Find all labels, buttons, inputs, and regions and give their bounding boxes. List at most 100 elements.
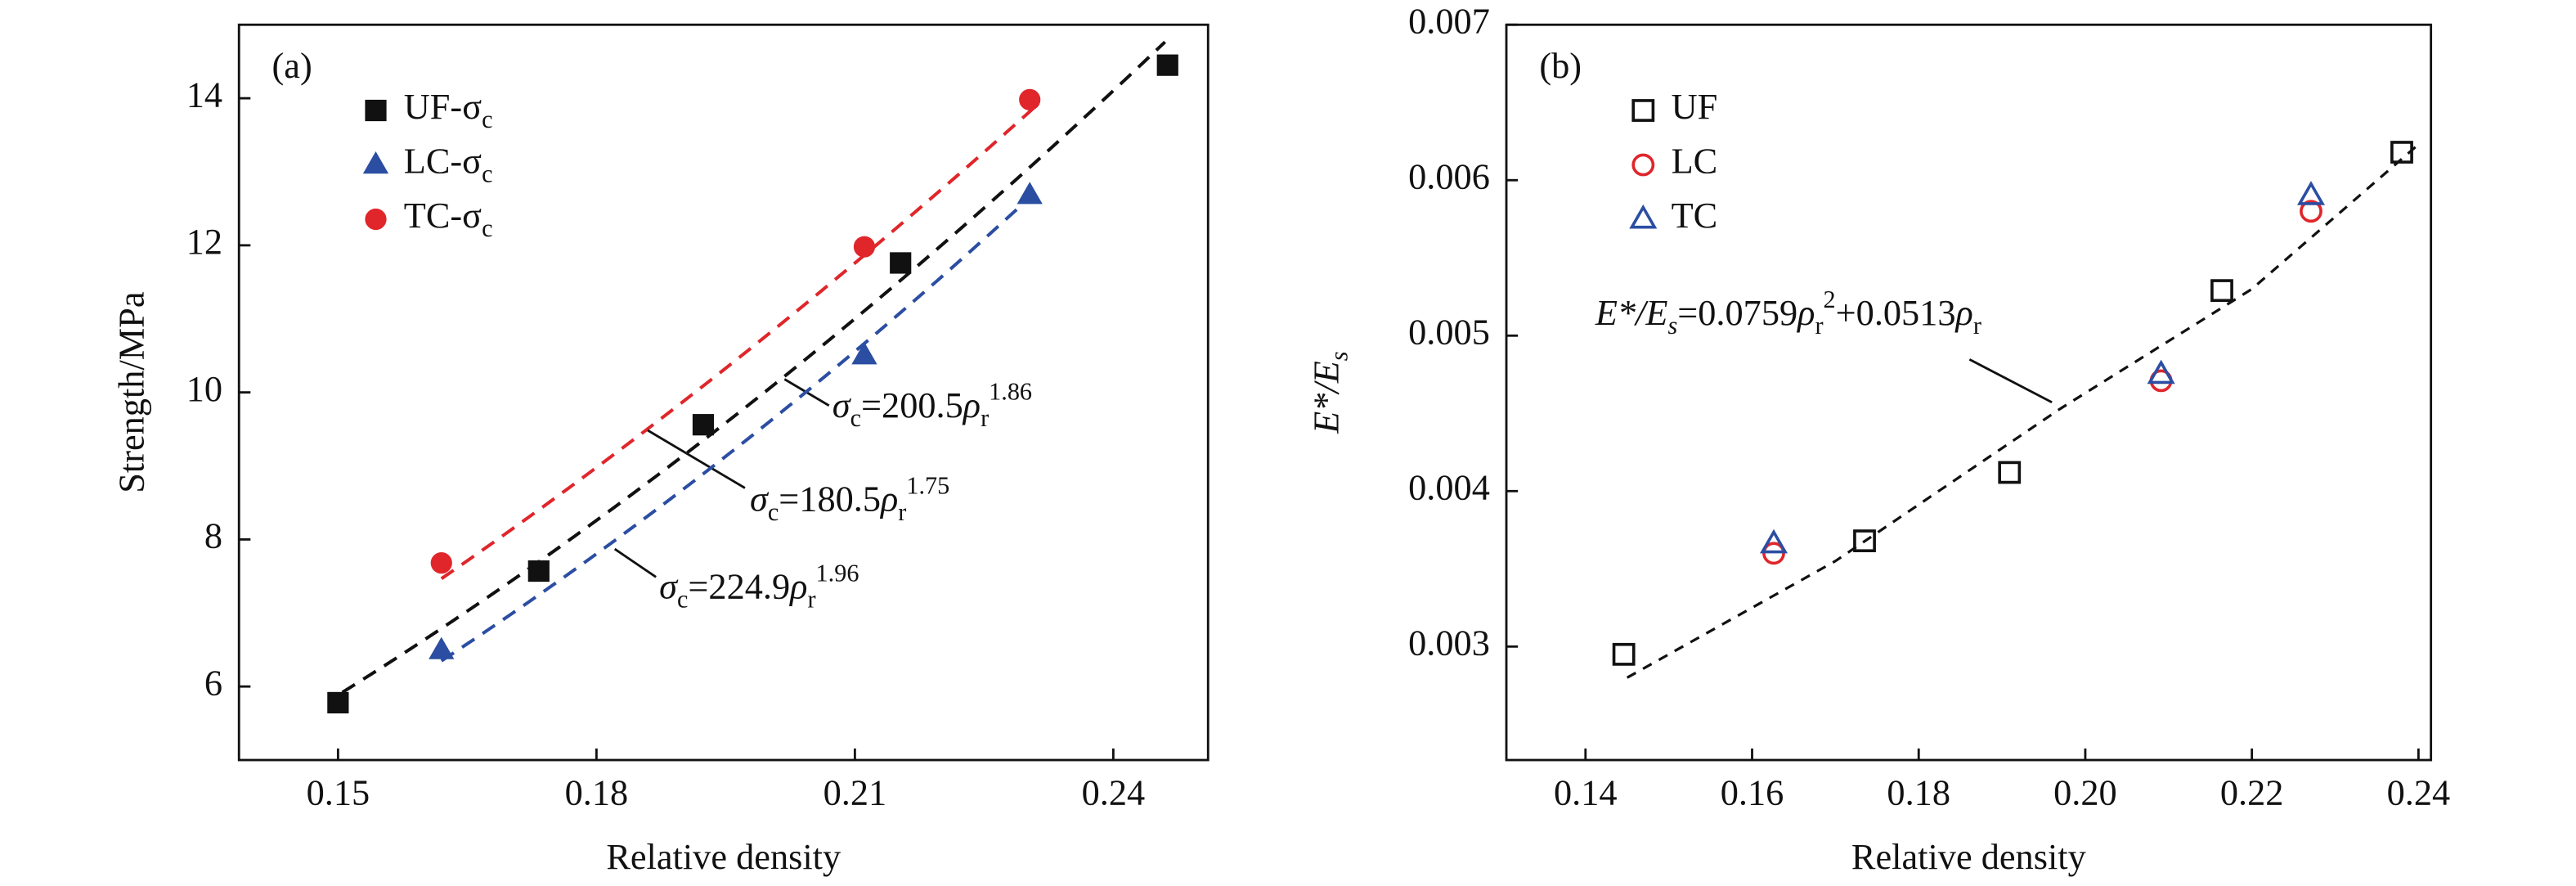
marker-square (1612, 642, 1636, 666)
y-tick-label: 14 (186, 74, 222, 115)
fit-equation-part: 0.0759 (1698, 292, 1797, 333)
x-axis-label: Relative density (1851, 836, 2086, 877)
fit-equation-part: 1.86 (989, 378, 1032, 406)
fit-equation-part: + (1836, 292, 1856, 333)
fit-equation-part: r (981, 404, 989, 432)
y-tick-label: 6 (204, 662, 222, 703)
fit-equation: σc=200.5ρr1.86 (832, 378, 1032, 432)
fit-equation-part: c (850, 404, 861, 432)
legend-label-part: c (482, 106, 492, 133)
fit-curve (440, 191, 1037, 663)
x-tick-label: 0.18 (1887, 772, 1950, 813)
x-tick-label: 0.24 (1082, 772, 1146, 813)
fit-equation-part: ρ (879, 479, 898, 519)
legend-label: UF (1672, 86, 1718, 127)
annotation-pointer (647, 429, 746, 489)
x-tick-label: 0.18 (565, 772, 629, 813)
fit-equation-part: r (1815, 312, 1823, 340)
y-axis-label: Strength/MPa (110, 291, 151, 493)
fit-equation-part: 2 (1824, 286, 1836, 313)
fit-equation-part: r (1973, 312, 1981, 340)
marker-triangle (2296, 181, 2326, 205)
x-axis-label: Relative density (606, 836, 841, 877)
legend-label-part: LC (1672, 141, 1718, 182)
y-axis-label-part: E*/E (1306, 361, 1347, 434)
fit-equation-part: = (688, 566, 708, 607)
marker-triangle (1016, 182, 1043, 205)
marker-circle (1019, 88, 1041, 111)
x-tick-label: 0.22 (2220, 772, 2284, 813)
legend-label-part: UF-σ (404, 86, 482, 127)
marker-square (1998, 461, 2022, 484)
marker-triangle (362, 151, 389, 174)
fit-equation-part: 1.75 (906, 471, 949, 499)
fit-equation-part: r (807, 586, 815, 614)
y-axis-label: E*/Es (1306, 351, 1353, 434)
legend-label-part: c (482, 214, 492, 242)
annotation-pointer (1968, 358, 2053, 403)
y-tick-label: 0.003 (1408, 622, 1490, 663)
fit-equation-part: 0.0513 (1856, 292, 1956, 333)
legend-label: UF-σc (404, 86, 493, 133)
fit-equation: E*/Es=0.0759ρr2+0.0513ρr (1595, 286, 1981, 340)
marker-triangle (1629, 204, 1658, 229)
fit-curve (1626, 143, 2420, 679)
marker-triangle (2147, 359, 2175, 385)
y-tick-label: 0.007 (1408, 0, 1490, 41)
fit-equation: σc=180.5ρr1.75 (750, 471, 949, 525)
x-tick-label: 0.15 (307, 772, 370, 813)
marker-triangle (429, 636, 455, 659)
legend-label-part: c (482, 160, 492, 188)
fit-curve (341, 40, 1166, 695)
marker-circle (430, 552, 452, 574)
marker-square (1631, 99, 1655, 122)
marker-circle (853, 236, 876, 258)
legend-label: LC (1672, 141, 1718, 182)
fit-equation-part: 1.96 (816, 559, 859, 587)
fit-equation-part: ρ (1796, 292, 1815, 333)
y-tick-label: 8 (204, 515, 222, 556)
marker-square (327, 691, 349, 714)
legend-label: TC-σc (404, 195, 493, 242)
y-tick-label: 0.004 (1408, 466, 1490, 507)
legend-label: TC (1672, 195, 1718, 236)
x-tick-label: 0.16 (1721, 772, 1784, 813)
legend-label-part: UF (1672, 86, 1718, 127)
x-tick-label: 0.24 (2387, 772, 2451, 813)
fit-equation-part: 180.5 (799, 479, 881, 519)
fit-equation-part: s (1668, 312, 1678, 340)
legend-label-part: TC-σ (404, 195, 482, 236)
marker-circle (365, 208, 387, 231)
y-tick-label: 12 (186, 221, 222, 262)
y-tick-label: 0.005 (1408, 311, 1490, 352)
x-tick-label: 0.21 (824, 772, 887, 813)
panel-label: (a) (272, 45, 312, 86)
fit-equation-part: r (898, 498, 906, 526)
marker-square (2210, 279, 2233, 303)
y-axis-label-part: s (1325, 351, 1353, 361)
y-axis-label-part: Strength/MPa (110, 291, 151, 493)
fit-equation-part: ρ (788, 566, 807, 607)
fit-equation-part: σ (832, 385, 852, 425)
fit-equation-part: = (779, 479, 799, 519)
marker-triangle (851, 342, 877, 365)
plot-frame (237, 23, 1209, 762)
marker-square (527, 560, 550, 582)
x-tick-label: 0.14 (1554, 772, 1618, 813)
fit-equation-part: σ (750, 479, 770, 519)
marker-square (2390, 141, 2413, 164)
legend-label: LC-σc (404, 141, 493, 188)
marker-square (890, 252, 912, 274)
fit-equation-part: 200.5 (882, 385, 963, 425)
legend-label-part: TC (1672, 195, 1718, 236)
panel-label: (b) (1539, 45, 1582, 86)
marker-circle (1631, 153, 1655, 177)
fit-equation-part: E*/E (1595, 292, 1668, 333)
marker-square (692, 414, 715, 436)
fit-equation-part: = (1677, 292, 1698, 333)
x-tick-label: 0.20 (2053, 772, 2117, 813)
marker-circle (2300, 200, 2322, 223)
fit-equation-part: c (768, 498, 779, 526)
fit-equation-part: ρ (962, 385, 981, 425)
